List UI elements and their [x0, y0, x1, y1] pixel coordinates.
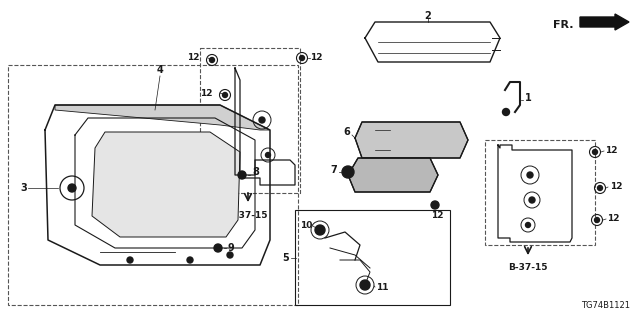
Circle shape — [187, 257, 193, 263]
Text: 10: 10 — [300, 220, 312, 229]
Circle shape — [223, 92, 227, 98]
Circle shape — [266, 153, 271, 157]
Polygon shape — [348, 158, 438, 192]
Text: 7: 7 — [330, 165, 337, 175]
Circle shape — [238, 171, 246, 179]
Bar — [8, 65, 298, 305]
Text: 5: 5 — [282, 253, 289, 263]
Text: 6: 6 — [343, 127, 350, 137]
Polygon shape — [355, 122, 468, 158]
Circle shape — [595, 218, 600, 222]
Circle shape — [529, 197, 535, 203]
Text: B-37-15: B-37-15 — [508, 263, 548, 273]
Polygon shape — [92, 132, 240, 237]
Text: 12: 12 — [605, 146, 618, 155]
Text: 8: 8 — [252, 167, 259, 177]
Text: 2: 2 — [424, 11, 431, 21]
Circle shape — [214, 244, 222, 252]
Circle shape — [502, 108, 509, 116]
Circle shape — [525, 222, 531, 228]
Bar — [200, 48, 300, 193]
Circle shape — [342, 166, 354, 178]
Circle shape — [127, 257, 133, 263]
Bar — [295, 210, 450, 305]
Text: 12: 12 — [610, 181, 623, 190]
Text: 9: 9 — [228, 243, 235, 253]
Text: 12: 12 — [188, 52, 200, 61]
Circle shape — [527, 172, 533, 178]
Text: 12: 12 — [200, 89, 213, 98]
Text: B-37-15: B-37-15 — [228, 211, 268, 220]
Text: 1: 1 — [525, 93, 532, 103]
Circle shape — [598, 186, 602, 190]
Circle shape — [68, 184, 76, 192]
Circle shape — [315, 225, 325, 235]
Circle shape — [300, 55, 305, 60]
Text: 12: 12 — [607, 213, 620, 222]
Circle shape — [259, 117, 265, 123]
Circle shape — [431, 201, 439, 209]
Circle shape — [209, 58, 214, 62]
Text: TG74B1121: TG74B1121 — [581, 300, 630, 309]
Text: 12: 12 — [431, 211, 444, 220]
Circle shape — [360, 280, 370, 290]
Polygon shape — [55, 105, 270, 130]
FancyArrow shape — [580, 14, 629, 30]
Text: 12: 12 — [310, 52, 323, 61]
Text: 3: 3 — [20, 183, 27, 193]
Circle shape — [227, 252, 233, 258]
Circle shape — [593, 149, 598, 155]
Bar — [485, 140, 595, 245]
Text: FR.: FR. — [554, 20, 574, 30]
Text: 4: 4 — [157, 65, 163, 75]
Text: 11: 11 — [376, 284, 388, 292]
